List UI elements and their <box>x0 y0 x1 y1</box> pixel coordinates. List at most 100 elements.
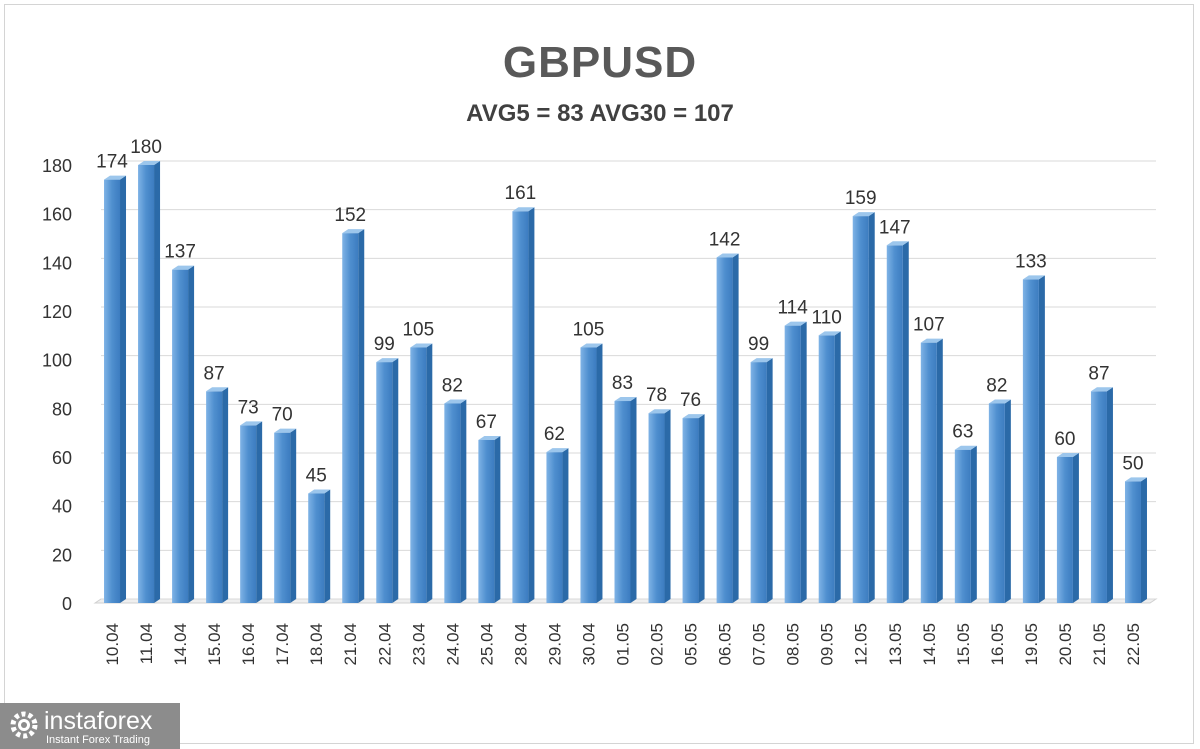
bar-top <box>784 321 807 326</box>
bar <box>206 391 223 603</box>
x-tick-label: 14.04 <box>171 623 190 666</box>
bar-side <box>868 212 875 603</box>
data-label: 161 <box>505 183 537 204</box>
logo-tagline: Instant Forex Trading <box>46 734 150 746</box>
instaforex-logo: instaforex Instant Forex Trading <box>0 703 180 749</box>
bar-top <box>478 435 501 440</box>
data-label: 114 <box>778 298 809 319</box>
x-tick-label: 15.05 <box>954 623 973 666</box>
data-label: 76 <box>680 390 701 411</box>
bar-side <box>970 445 977 603</box>
bar-side <box>800 321 807 603</box>
y-tick-label: 160 <box>42 205 72 225</box>
bar <box>410 347 427 603</box>
bar-side <box>698 414 705 603</box>
bar-top <box>206 387 229 392</box>
bar-top <box>1056 453 1079 457</box>
data-label: 73 <box>238 397 259 418</box>
bar-top <box>954 445 977 450</box>
bar-top <box>308 489 331 494</box>
data-label: 87 <box>204 363 225 384</box>
bar-side <box>426 343 433 603</box>
x-tick-label: 12.05 <box>852 623 871 666</box>
x-tick-label: 16.04 <box>239 623 258 666</box>
bar-side <box>1106 387 1113 603</box>
x-tick-label: 02.05 <box>648 623 667 666</box>
bar-top <box>342 229 365 234</box>
data-label: 63 <box>952 422 973 443</box>
bar-side <box>1038 275 1045 603</box>
logo-name: instaforex <box>44 707 153 735</box>
bar-side <box>120 175 127 603</box>
bar <box>308 493 325 603</box>
bar-top <box>580 343 603 348</box>
bar-top <box>172 265 195 270</box>
data-label: 82 <box>442 375 463 396</box>
data-label: 82 <box>986 375 1007 396</box>
bar <box>920 342 937 603</box>
x-tick-label: 05.05 <box>682 623 701 666</box>
bar-side <box>630 397 637 603</box>
x-tick-label: 25.04 <box>477 623 496 666</box>
x-tick-label: 19.05 <box>1022 623 1041 666</box>
bar-side <box>562 448 569 603</box>
bar-top <box>376 358 399 363</box>
bar-top <box>750 358 773 363</box>
x-tick-label: 20.05 <box>1056 623 1075 666</box>
y-tick-label: 40 <box>52 497 72 517</box>
bar-side <box>732 253 739 603</box>
x-tick-label: 06.05 <box>716 623 735 666</box>
x-tick-label: 15.04 <box>205 623 224 666</box>
data-label: 107 <box>913 315 945 336</box>
bar-side <box>1072 453 1079 603</box>
x-tick-label: 11.04 <box>137 623 156 664</box>
bar-side <box>154 161 161 603</box>
bar-side <box>188 265 195 603</box>
y-tick-label: 140 <box>42 253 72 273</box>
bar-top <box>988 399 1011 404</box>
bar-side <box>936 338 943 603</box>
x-tick-label: 22.05 <box>1124 623 1143 666</box>
bar-side <box>902 241 909 604</box>
data-label: 152 <box>334 205 366 226</box>
y-tick-label: 20 <box>52 545 72 565</box>
bar-top <box>886 241 909 246</box>
bar <box>750 362 767 603</box>
bar <box>274 432 291 603</box>
bar-top <box>444 399 467 404</box>
bar-top <box>920 338 943 343</box>
x-tick-label: 09.05 <box>818 623 837 666</box>
bar-side <box>1140 477 1147 603</box>
x-tick-label: 30.04 <box>579 623 598 666</box>
chart-subtitle: AVG5 = 83 AVG30 = 107 <box>466 100 734 127</box>
bar-top <box>1022 275 1045 280</box>
bar-side <box>664 409 671 603</box>
x-tick-label: 08.05 <box>784 623 803 666</box>
bar <box>240 425 257 603</box>
bar-side <box>358 229 365 603</box>
y-tick-label: 0 <box>62 594 72 614</box>
bar-top <box>614 397 637 402</box>
bar <box>1124 481 1141 603</box>
bar <box>682 418 699 603</box>
data-label: 110 <box>812 307 842 328</box>
bar <box>580 347 597 603</box>
bar-top <box>138 161 161 165</box>
bar-top <box>410 343 433 348</box>
x-tick-label: 17.04 <box>273 623 292 666</box>
x-tick-label: 21.05 <box>1090 623 1109 666</box>
bar <box>444 403 461 603</box>
bar-side <box>1004 399 1011 603</box>
bar <box>104 179 121 603</box>
bar-side <box>766 358 773 603</box>
bar <box>478 439 495 603</box>
bar-top <box>716 253 739 258</box>
bar <box>376 362 393 603</box>
gear-icon <box>10 711 38 739</box>
bar <box>988 403 1005 603</box>
data-label: 105 <box>573 320 605 341</box>
data-label: 147 <box>879 217 911 238</box>
data-label: 50 <box>1122 453 1143 474</box>
bar-side <box>324 489 331 603</box>
bar <box>138 165 155 603</box>
